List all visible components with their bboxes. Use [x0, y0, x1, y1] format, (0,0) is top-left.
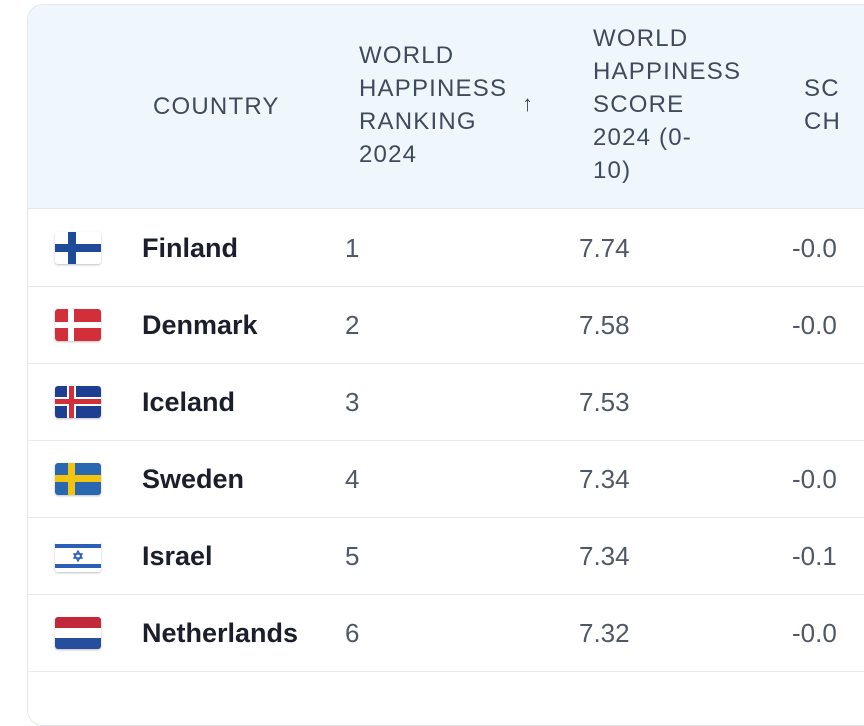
header-line: WORLD	[593, 25, 689, 52]
score-value: 7.34	[579, 464, 630, 494]
ranking-value: 3	[345, 387, 360, 417]
score-change-value: -0.0	[792, 618, 837, 648]
score-value: 7.53	[579, 387, 630, 417]
header-line: WORLD	[359, 42, 455, 69]
score-change-value: -0.0	[792, 310, 837, 340]
score-value: 7.34	[579, 541, 630, 571]
ranking-value: 2	[345, 310, 360, 340]
column-header-score-change[interactable]: SC CH	[804, 72, 864, 138]
header-line: RANKING	[359, 108, 477, 135]
ranking-value: 4	[345, 464, 360, 494]
finland-flag-icon	[55, 232, 101, 264]
country-name: Sweden	[142, 464, 245, 494]
table-row[interactable]: Israel 5 7.34 -0.1	[28, 517, 864, 595]
header-line: 10)	[593, 157, 632, 184]
table-row[interactable]: Denmark 2 7.58 -0.0	[28, 286, 864, 364]
table-row[interactable]: Netherlands 6 7.32 -0.0	[28, 594, 864, 672]
score-value: 7.32	[579, 618, 630, 648]
netherlands-flag-icon	[55, 617, 101, 649]
table-row[interactable]: Finland 1 7.74 -0.0	[28, 209, 864, 287]
column-header-ranking[interactable]: WORLD HAPPINESS RANKING 2024	[359, 39, 519, 171]
country-name: Finland	[142, 233, 238, 263]
country-name: Israel	[142, 541, 213, 571]
header-line: 2024 (0-	[593, 124, 692, 151]
denmark-flag-icon	[55, 309, 101, 341]
score-change-value: -0.0	[792, 464, 837, 494]
sort-ascending-icon[interactable]: ↑	[522, 91, 533, 116]
score-value: 7.74	[579, 233, 630, 263]
header-line: HAPPINESS	[359, 75, 508, 102]
table-row[interactable]: Iceland 3 7.53	[28, 363, 864, 441]
happiness-table: COUNTRY WORLD HAPPINESS RANKING 2024 ↑ W…	[27, 4, 864, 726]
score-value: 7.58	[579, 310, 630, 340]
header-line: CH	[804, 108, 842, 135]
country-name: Netherlands	[142, 618, 299, 648]
column-header-country[interactable]: COUNTRY	[153, 93, 280, 120]
header-line: SCORE	[593, 91, 685, 118]
score-change-value: -0.0	[792, 233, 837, 263]
sweden-flag-icon	[55, 463, 101, 495]
header-line: SC	[804, 75, 840, 102]
iceland-flag-icon	[55, 386, 101, 418]
table-row[interactable]: Sweden 4 7.34 -0.0	[28, 440, 864, 518]
header-line: HAPPINESS	[593, 58, 742, 85]
country-name: Denmark	[142, 310, 258, 340]
ranking-value: 6	[345, 618, 360, 648]
column-header-score[interactable]: WORLD HAPPINESS SCORE 2024 (0- 10)	[593, 22, 763, 187]
country-name: Iceland	[142, 387, 236, 417]
table-header: COUNTRY WORLD HAPPINESS RANKING 2024 ↑ W…	[28, 5, 864, 209]
ranking-value: 1	[345, 233, 360, 263]
ranking-value: 5	[345, 541, 360, 571]
header-line: 2024	[359, 141, 418, 168]
score-change-value: -0.1	[792, 541, 837, 571]
israel-flag-icon	[55, 540, 101, 572]
